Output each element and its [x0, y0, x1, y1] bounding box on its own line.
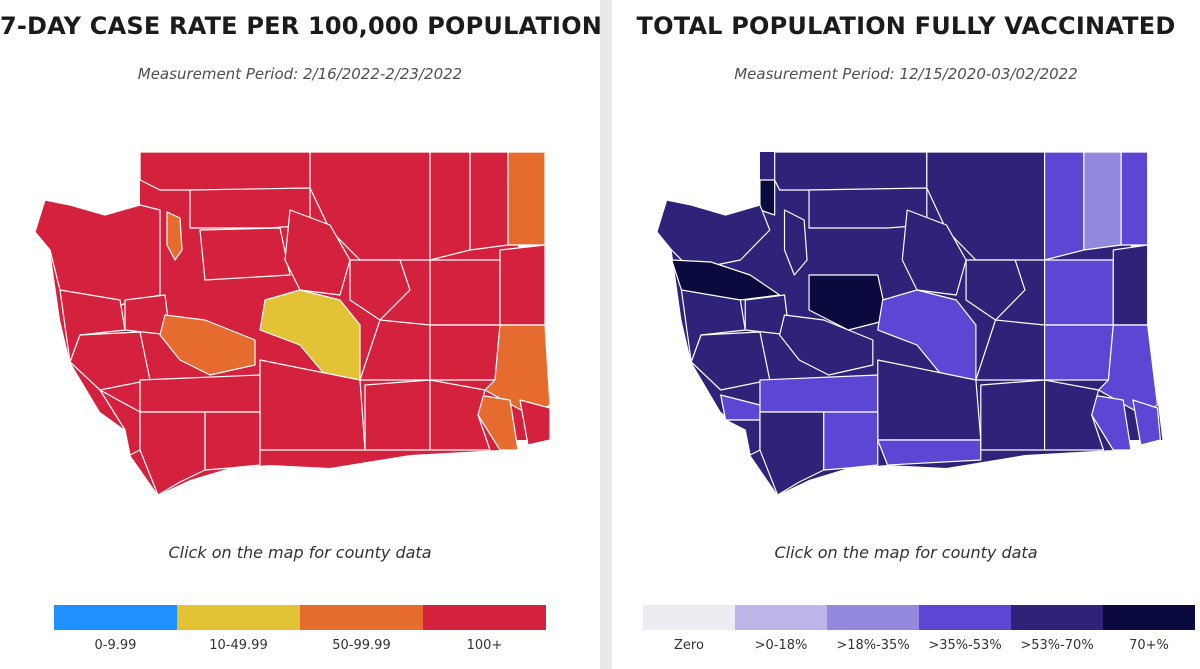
legend-swatch: [177, 605, 300, 630]
county[interactable]: [759, 374, 879, 413]
legend-item: Zero: [643, 605, 735, 653]
legend-swatch: [919, 605, 1011, 630]
county[interactable]: [139, 151, 311, 191]
county[interactable]: [166, 211, 183, 261]
case-rate-hint: Click on the map for county data: [168, 543, 432, 562]
county[interactable]: [429, 259, 501, 326]
legend-item: >35%-53%: [919, 605, 1011, 653]
vaccination-title: TOTAL POPULATION FULLY VACCINATED: [636, 12, 1176, 40]
vaccination-legend: Zero >0-18% >18%-35% >35%-53% >53%-70% 7…: [643, 605, 1195, 653]
legend-label: 50-99.99: [332, 638, 391, 653]
county[interactable]: [980, 379, 1046, 451]
county[interactable]: [507, 151, 546, 246]
legend-label: >18%-35%: [836, 638, 910, 653]
county[interactable]: [1044, 151, 1085, 261]
legend-swatch: [300, 605, 423, 630]
county[interactable]: [1132, 399, 1161, 446]
case-rate-map[interactable]: [30, 150, 570, 500]
legend-label: >0-18%: [754, 638, 808, 653]
county[interactable]: [823, 411, 879, 471]
county[interactable]: [349, 259, 411, 321]
county[interactable]: [364, 379, 431, 451]
legend-swatch: [1011, 605, 1103, 630]
county[interactable]: [499, 244, 546, 326]
legend-label: 70+%: [1129, 638, 1169, 653]
county[interactable]: [199, 227, 291, 281]
case-rate-legend: 0-9.99 10-49.99 50-99.99 100+: [54, 605, 546, 653]
county[interactable]: [901, 209, 967, 296]
legend-swatch: [423, 605, 546, 630]
case-rate-title: 7-DAY CASE RATE PER 100,000 POPULATION: [0, 12, 603, 40]
county[interactable]: [139, 374, 261, 413]
vaccination-hint: Click on the map for county data: [774, 543, 1038, 562]
county[interactable]: [284, 209, 351, 296]
county[interactable]: [519, 399, 551, 446]
legend-item: >0-18%: [735, 605, 827, 653]
legend-item: 0-9.99: [54, 605, 177, 653]
county[interactable]: [779, 314, 874, 376]
county[interactable]: [159, 314, 256, 376]
county[interactable]: [1083, 151, 1122, 251]
county[interactable]: [725, 419, 761, 456]
county[interactable]: [1120, 151, 1149, 246]
legend-label: 0-9.99: [94, 638, 137, 653]
legend-label: >35%-53%: [928, 638, 1002, 653]
legend-swatch: [827, 605, 919, 630]
legend-swatch: [735, 605, 827, 630]
legend-label: >53%-70%: [1020, 638, 1094, 653]
legend-label: 100+: [466, 638, 503, 653]
case-rate-panel: 7-DAY CASE RATE PER 100,000 POPULATION M…: [0, 0, 603, 669]
legend-swatch: [1103, 605, 1195, 630]
county[interactable]: [34, 199, 161, 306]
county[interactable]: [783, 209, 808, 276]
county[interactable]: [1112, 244, 1149, 326]
county[interactable]: [429, 379, 491, 451]
case-rate-map-svg[interactable]: [30, 150, 570, 500]
county[interactable]: [877, 439, 982, 466]
legend-item: 100+: [423, 605, 546, 653]
vaccination-map[interactable]: [652, 150, 1182, 500]
county[interactable]: [965, 259, 1026, 321]
legend-swatch: [643, 605, 735, 630]
county[interactable]: [759, 179, 776, 216]
legend-label: Zero: [674, 638, 704, 653]
county[interactable]: [429, 151, 471, 261]
case-rate-period: Measurement Period: 2/16/2022-2/23/2022: [137, 65, 463, 83]
vaccination-period: Measurement Period: 12/15/2020-03/02/202…: [734, 65, 1078, 83]
legend-item: 10-49.99: [177, 605, 300, 653]
county[interactable]: [99, 389, 141, 456]
legend-item: >53%-70%: [1011, 605, 1103, 653]
vaccination-panel: TOTAL POPULATION FULLY VACCINATED Measur…: [612, 0, 1200, 669]
county[interactable]: [204, 411, 261, 471]
legend-item: >18%-35%: [827, 605, 919, 653]
county[interactable]: [774, 151, 928, 191]
county[interactable]: [1044, 379, 1105, 451]
vaccination-map-svg[interactable]: [652, 150, 1182, 500]
legend-item: 70+%: [1103, 605, 1195, 653]
legend-swatch: [54, 605, 177, 630]
legend-label: 10-49.99: [209, 638, 268, 653]
county[interactable]: [429, 324, 501, 381]
legend-item: 50-99.99: [300, 605, 423, 653]
county[interactable]: [69, 331, 151, 391]
county[interactable]: [1044, 259, 1114, 326]
county[interactable]: [656, 199, 771, 271]
county[interactable]: [1044, 324, 1114, 381]
county[interactable]: [690, 331, 771, 391]
